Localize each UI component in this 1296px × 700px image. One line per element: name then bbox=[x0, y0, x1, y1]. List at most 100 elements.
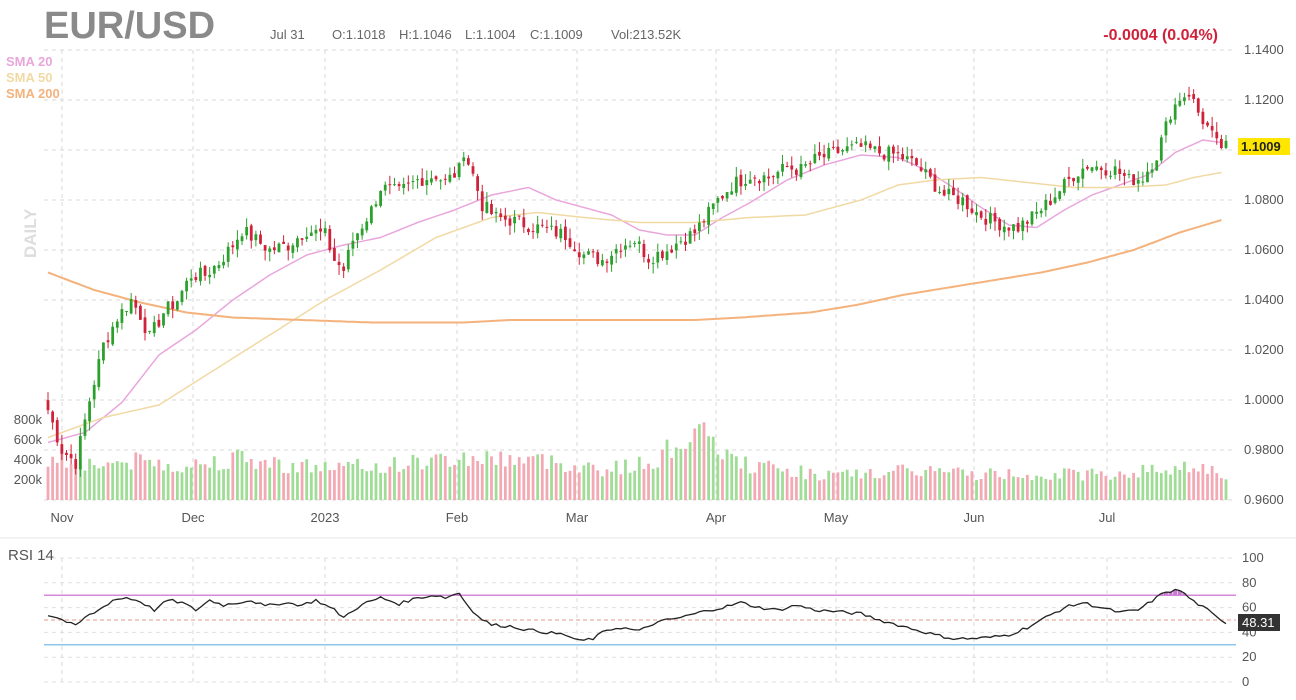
volume-bar bbox=[1146, 471, 1149, 500]
volume-bar bbox=[559, 463, 563, 500]
candle-body bbox=[374, 204, 378, 207]
volume-tick-label: 400k bbox=[14, 452, 43, 467]
volume-bar bbox=[661, 449, 664, 500]
volume-bar bbox=[236, 449, 239, 500]
x-tick-label: Jun bbox=[964, 510, 985, 525]
candle-body bbox=[596, 252, 600, 265]
volume-bar bbox=[771, 464, 775, 500]
candle-body bbox=[46, 400, 50, 411]
header-volume: Vol:213.52K bbox=[611, 27, 681, 42]
candle-body bbox=[1002, 226, 1006, 233]
volume-bar bbox=[425, 465, 429, 500]
volume-bar bbox=[693, 428, 697, 500]
volume-bar bbox=[369, 470, 373, 500]
candle-body bbox=[342, 266, 346, 271]
price-tick-label: 1.1200 bbox=[1244, 92, 1284, 107]
volume-bar bbox=[836, 472, 840, 500]
volume-bar bbox=[480, 463, 484, 500]
candle-body bbox=[65, 452, 68, 456]
candle-body bbox=[494, 211, 498, 214]
volume-bar bbox=[120, 462, 124, 500]
volume-bar bbox=[527, 456, 530, 500]
volume-bar bbox=[420, 469, 424, 500]
volume-bar bbox=[1016, 477, 1020, 500]
candle-body bbox=[1076, 176, 1080, 183]
volume-bar bbox=[1072, 469, 1075, 500]
header-date: Jul 31 bbox=[270, 27, 305, 42]
x-tick-label: Dec bbox=[181, 510, 205, 525]
volume-bar bbox=[272, 457, 276, 500]
candle-body bbox=[1150, 169, 1154, 173]
candle-body bbox=[430, 178, 433, 183]
candle-body bbox=[134, 300, 138, 308]
candle-body bbox=[785, 165, 789, 168]
candle-body bbox=[129, 299, 133, 314]
volume-bar bbox=[781, 471, 784, 500]
candle-body bbox=[162, 313, 165, 326]
candle-body bbox=[328, 228, 332, 251]
volume-bar bbox=[416, 457, 419, 500]
candle-body bbox=[369, 206, 373, 224]
candle-body bbox=[425, 180, 429, 186]
volume-bar bbox=[466, 466, 470, 500]
candle-body bbox=[1173, 104, 1177, 120]
candle-body bbox=[651, 263, 655, 265]
candle-body bbox=[873, 146, 877, 150]
volume-bar bbox=[633, 470, 637, 500]
header-close: C:1.1009 bbox=[530, 27, 583, 42]
volume-bar bbox=[1155, 471, 1159, 500]
candle-body bbox=[859, 143, 863, 147]
volume-bar bbox=[125, 462, 128, 500]
volume-bar bbox=[277, 459, 281, 500]
volume-bar bbox=[1104, 476, 1108, 500]
candle-body bbox=[291, 245, 295, 253]
candle-body bbox=[189, 278, 193, 281]
candle-body bbox=[850, 144, 854, 146]
volume-bar bbox=[868, 469, 872, 500]
candle-body bbox=[582, 254, 586, 259]
candle-body bbox=[1192, 94, 1196, 100]
volume-bar bbox=[379, 472, 383, 500]
grid-layer bbox=[0, 49, 1296, 682]
candle-body bbox=[771, 176, 775, 178]
volume-bar bbox=[203, 464, 207, 500]
volume-bar bbox=[545, 468, 549, 500]
sma-200-line bbox=[47, 219, 1222, 324]
candle-body bbox=[536, 224, 540, 234]
candle-body bbox=[208, 274, 212, 278]
last-price-badge bbox=[1238, 138, 1290, 155]
candle-body bbox=[619, 250, 623, 252]
volume-bar bbox=[758, 462, 761, 500]
candle-body bbox=[319, 228, 322, 232]
candle-body bbox=[845, 146, 849, 152]
volume-bar bbox=[952, 468, 955, 500]
volume-bar bbox=[910, 471, 914, 500]
candle-body bbox=[457, 163, 461, 178]
x-tick-label: Mar bbox=[566, 510, 589, 525]
candle-body bbox=[411, 181, 415, 183]
volume-bar bbox=[550, 455, 553, 500]
volume-bar bbox=[1210, 465, 1214, 500]
candle-body bbox=[1132, 174, 1135, 186]
volume-bar bbox=[319, 471, 322, 500]
volume-bar bbox=[767, 460, 771, 500]
candle-body bbox=[503, 215, 507, 220]
price-tick-label: 0.9600 bbox=[1244, 492, 1284, 507]
last-price-label: 1.1009 bbox=[1241, 139, 1281, 154]
volume-bar bbox=[1219, 478, 1223, 500]
volume-bar bbox=[1215, 473, 1219, 500]
volume-bar bbox=[499, 451, 503, 500]
candle-body bbox=[827, 147, 831, 159]
volume-bar bbox=[249, 458, 253, 500]
candle-body bbox=[1021, 220, 1025, 232]
volume-bar bbox=[152, 466, 156, 500]
volume-bar bbox=[296, 472, 299, 500]
candle-body bbox=[1146, 171, 1149, 183]
candle-body bbox=[711, 203, 715, 210]
candle-body bbox=[975, 212, 978, 216]
candle-body bbox=[393, 184, 396, 186]
volume-bar bbox=[1002, 479, 1006, 500]
candle-body bbox=[665, 251, 669, 260]
candle-body bbox=[499, 213, 503, 218]
